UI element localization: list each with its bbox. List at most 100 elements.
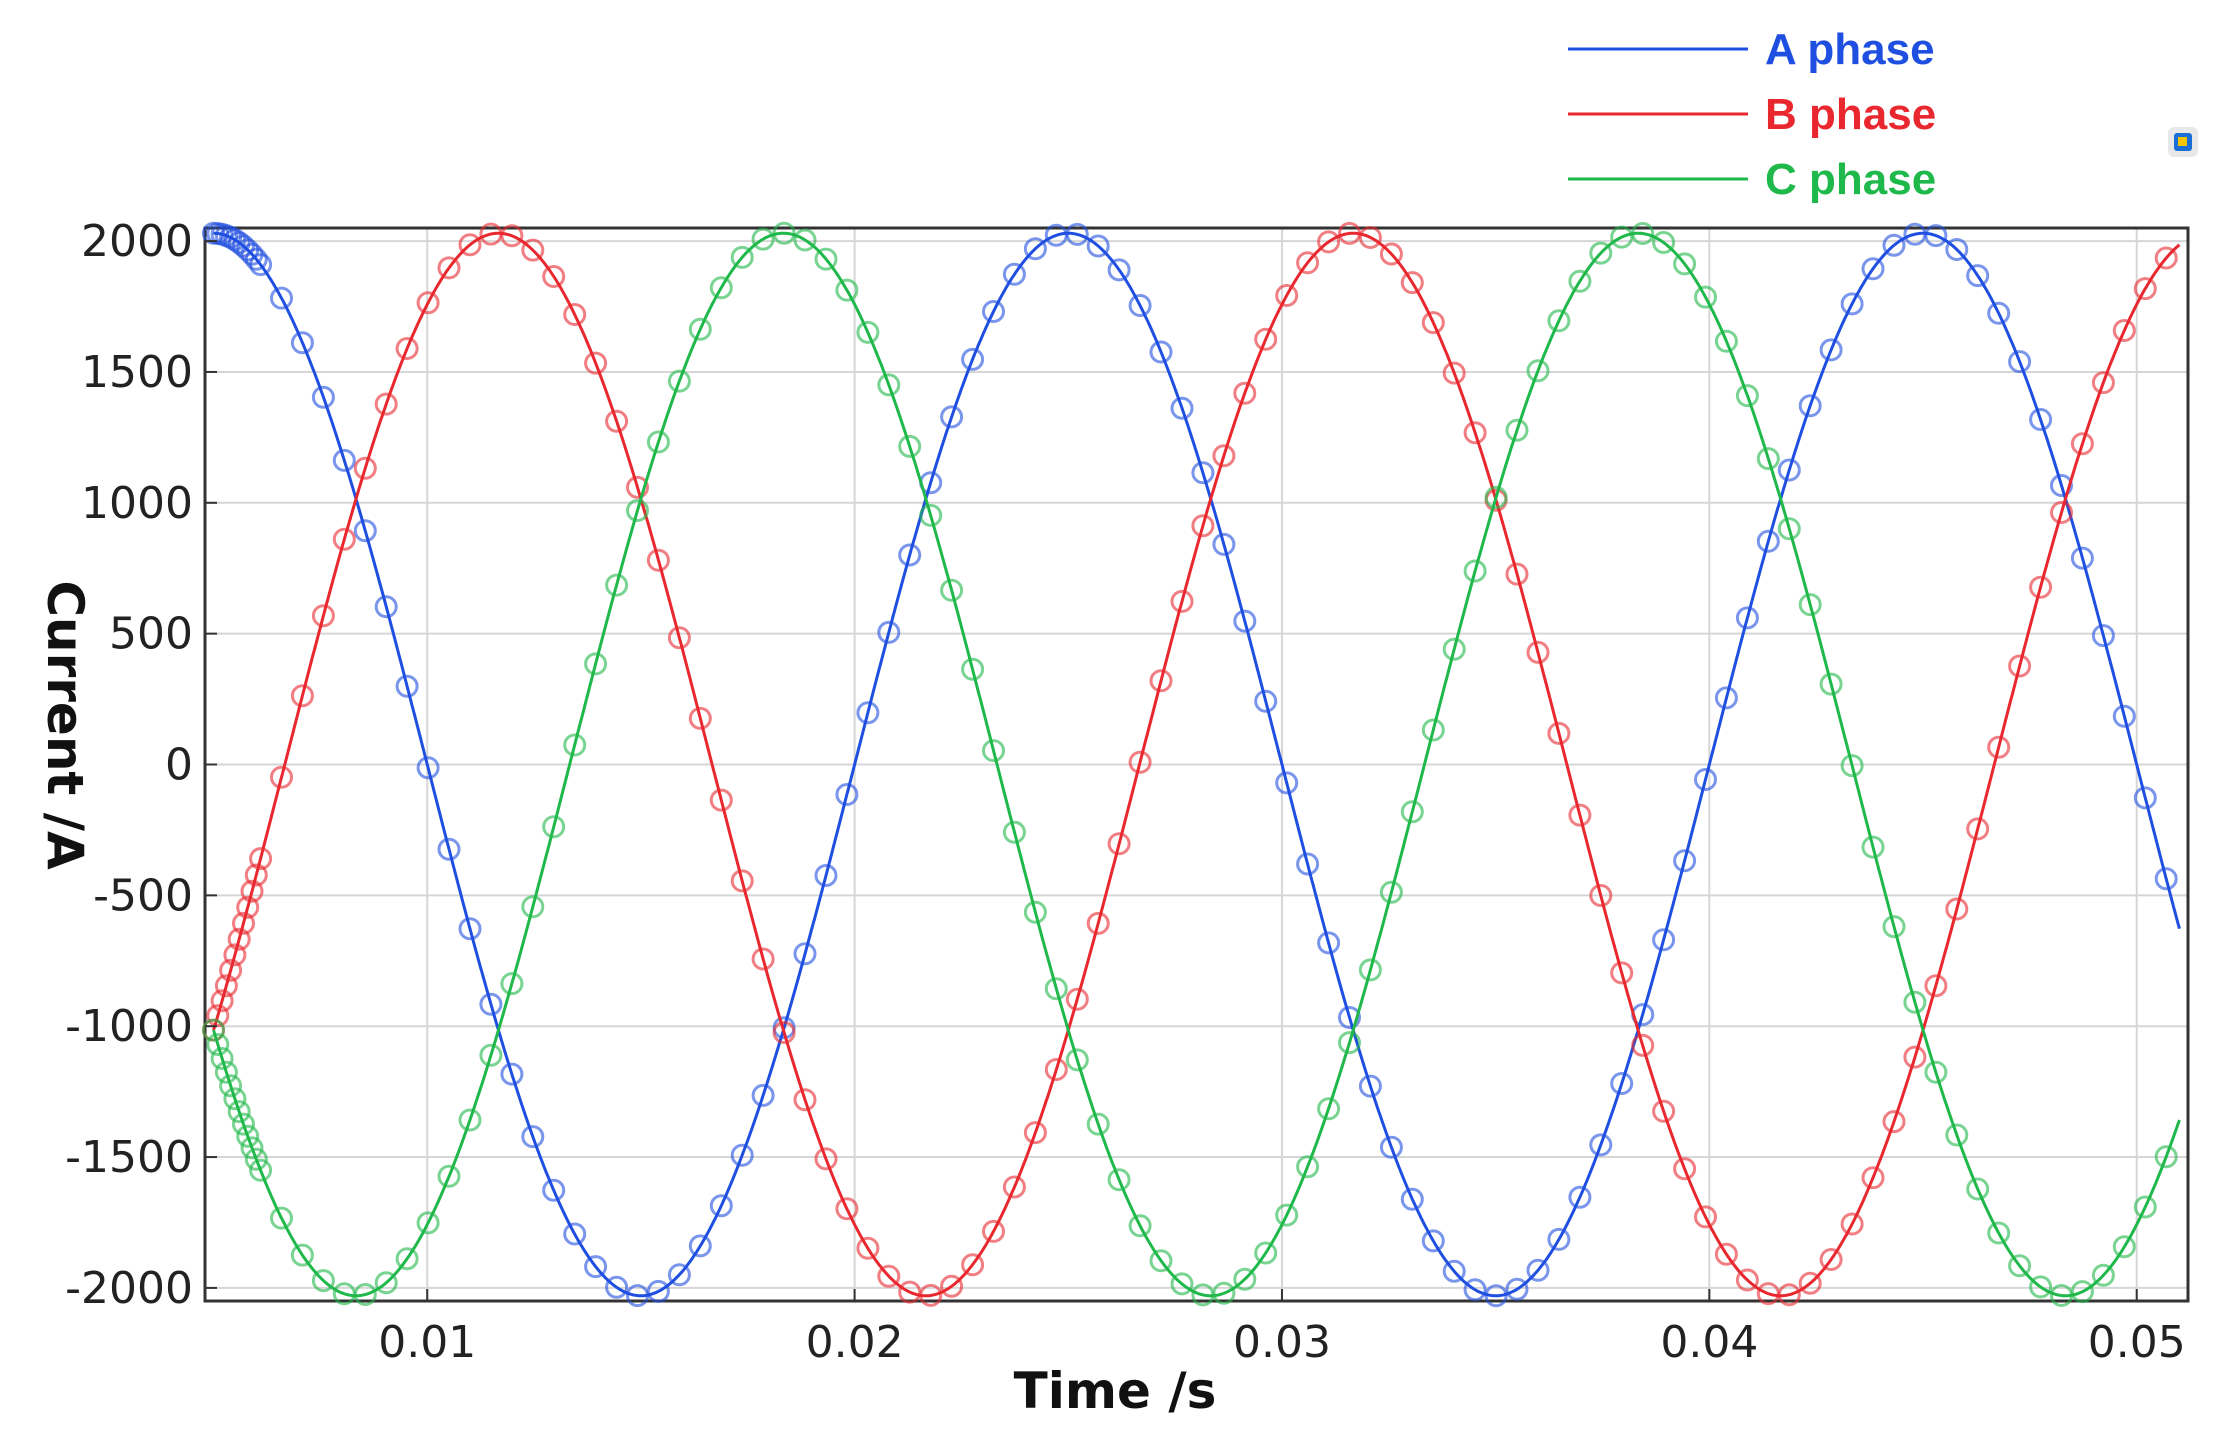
data-point — [2154, 1145, 2178, 1169]
data-point — [584, 351, 608, 375]
data-point — [1945, 897, 1969, 921]
data-point — [1756, 529, 1780, 553]
data-point — [940, 578, 964, 602]
data-point — [1149, 669, 1173, 693]
data-point — [1233, 609, 1257, 633]
data-point — [1317, 931, 1341, 955]
data-point — [1023, 900, 1047, 924]
data-point — [814, 1147, 838, 1171]
data-point — [1421, 1229, 1445, 1253]
data-point — [1400, 271, 1424, 295]
data-point — [1107, 1168, 1131, 1192]
data-point — [395, 674, 419, 698]
data-point — [290, 684, 314, 708]
data-point — [1254, 689, 1278, 713]
data-point — [353, 456, 377, 480]
data-point — [1128, 750, 1152, 774]
data-point — [856, 1236, 880, 1260]
data-point — [1086, 234, 1110, 258]
x-tick-label: 0.02 — [806, 1317, 904, 1368]
data-point — [1735, 606, 1759, 630]
data-point — [332, 527, 356, 551]
data-point — [353, 519, 377, 543]
data-point — [1338, 1031, 1361, 1055]
data-point — [1526, 359, 1550, 383]
data-point — [1484, 1284, 1508, 1308]
data-point — [1547, 721, 1571, 745]
data-point — [311, 385, 335, 409]
data-point — [458, 233, 482, 257]
data-point — [1945, 1123, 1969, 1147]
data-point — [793, 1088, 817, 1112]
data-point — [1191, 514, 1215, 538]
data-point — [793, 942, 817, 966]
data-point — [2133, 1195, 2157, 1219]
data-point — [1002, 1175, 1026, 1199]
data-point — [1777, 458, 1801, 482]
data-point — [1777, 517, 1801, 541]
data-point — [1924, 1060, 1948, 1084]
data-point — [667, 369, 691, 393]
data-point — [1966, 1177, 1990, 1201]
data-point — [605, 409, 629, 433]
data-point — [249, 847, 273, 871]
window-icon[interactable] — [2168, 127, 2198, 157]
data-point — [835, 278, 859, 302]
data-point — [2008, 1254, 2032, 1278]
data-point — [1819, 1248, 1843, 1271]
data-point — [236, 895, 260, 919]
data-point — [1631, 222, 1655, 245]
data-point — [219, 1074, 243, 1098]
data-point — [940, 1274, 964, 1298]
data-point — [1317, 230, 1341, 254]
x-tick-label: 0.01 — [378, 1317, 476, 1368]
data-point — [2029, 575, 2053, 599]
data-point — [236, 1124, 260, 1148]
data-point — [1296, 251, 1320, 275]
data-point — [1673, 849, 1697, 873]
data-point — [1798, 593, 1822, 617]
data-point — [270, 765, 293, 789]
data-point — [1400, 800, 1424, 824]
data-point — [374, 595, 398, 619]
data-point — [1358, 1074, 1382, 1098]
data-point — [1463, 421, 1487, 445]
data-point — [1840, 754, 1864, 778]
data-point — [202, 1018, 225, 1042]
data-point — [1484, 485, 1508, 509]
data-point — [877, 1264, 901, 1288]
data-point — [877, 373, 901, 397]
y-tick-label: 0 — [165, 740, 193, 791]
y-tick-label: -500 — [93, 870, 193, 921]
data-point — [961, 657, 985, 681]
data-point — [730, 1143, 754, 1167]
data-point — [1987, 735, 2011, 759]
data-point — [1338, 1006, 1361, 1029]
data-point — [210, 1047, 234, 1070]
data-point — [1128, 1214, 1152, 1238]
data-point — [1924, 224, 1948, 248]
data-point — [584, 652, 608, 676]
data-point — [1568, 269, 1592, 293]
data-point — [244, 1147, 268, 1171]
data-point — [667, 1263, 691, 1287]
y-tick-label: 2000 — [81, 216, 193, 267]
data-point — [1568, 1185, 1592, 1209]
data-point — [688, 317, 712, 341]
data-point — [1610, 961, 1634, 985]
data-point — [1777, 1283, 1801, 1307]
data-point — [563, 1222, 587, 1246]
data-point — [232, 911, 255, 935]
data-point — [416, 291, 440, 315]
data-point — [563, 303, 587, 326]
data-point — [1002, 262, 1026, 286]
data-point — [626, 1284, 649, 1308]
data-point — [1317, 1097, 1341, 1121]
data-point — [223, 943, 247, 967]
data-point — [1610, 225, 1634, 249]
data-point — [856, 320, 880, 344]
data-point — [1149, 340, 1173, 364]
data-point — [940, 405, 964, 429]
data-point — [1819, 672, 1843, 696]
data-point — [1442, 1259, 1466, 1283]
